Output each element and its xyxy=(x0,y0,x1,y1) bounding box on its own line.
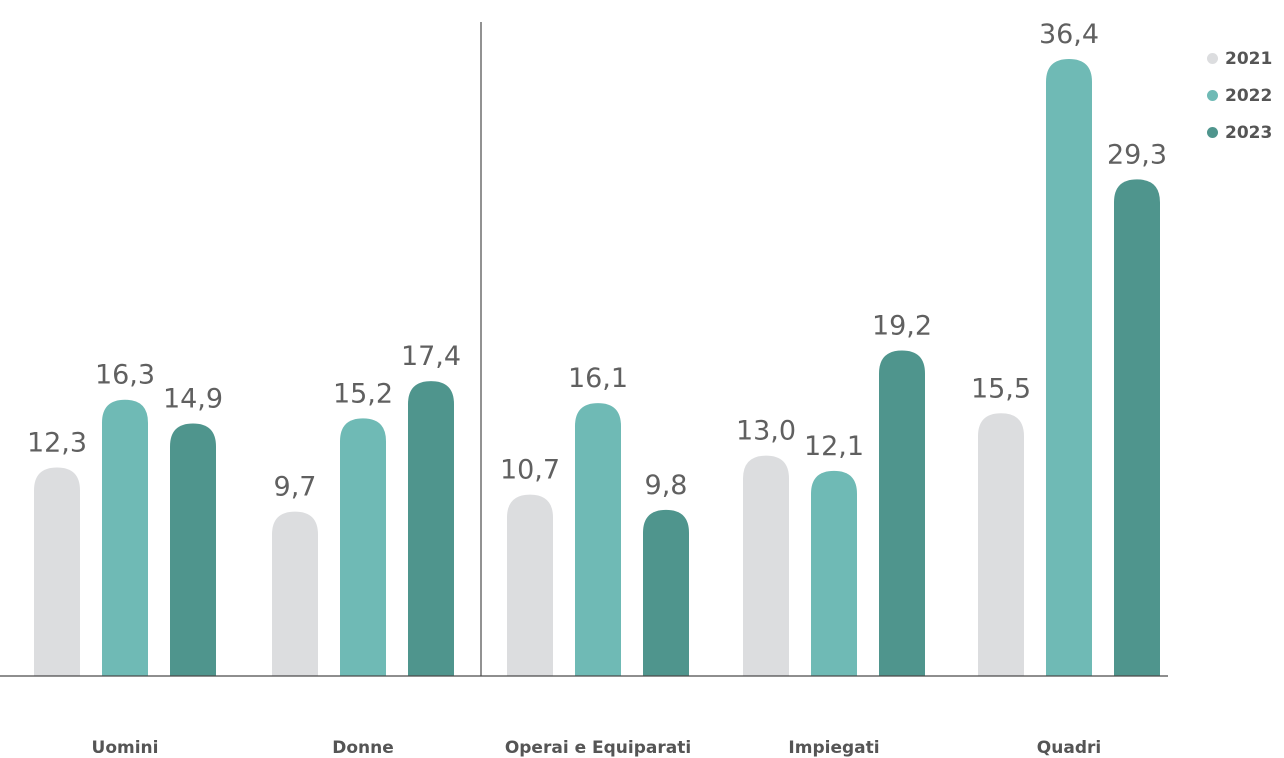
bar-uomini-2023 xyxy=(170,423,216,676)
bar-impiegati-2021 xyxy=(743,455,789,676)
legend-item-2021: 2021 xyxy=(1207,40,1284,77)
value-label-operai-e-equiparati-2021: 10,7 xyxy=(500,455,560,486)
value-label-donne-2023: 17,4 xyxy=(401,341,461,372)
legend-item-2022: 2022 xyxy=(1207,77,1284,114)
value-label-quadri-2021: 15,5 xyxy=(971,373,1031,404)
legend-item-2023: 2023 xyxy=(1207,114,1284,151)
bar-donne-2023 xyxy=(408,381,454,676)
bar-uomini-2021 xyxy=(34,467,80,676)
category-label-donne: Donne xyxy=(332,738,394,758)
value-label-impiegati-2023: 19,2 xyxy=(872,311,932,342)
bar-quadri-2023 xyxy=(1114,179,1160,677)
value-label-quadri-2023: 29,3 xyxy=(1107,139,1167,170)
bar-quadri-2022 xyxy=(1046,59,1092,676)
legend-label: 2022 xyxy=(1225,85,1273,106)
category-label-operai-e-equiparati: Operai e Equiparati xyxy=(505,738,691,758)
legend: 2021 2022 2023 xyxy=(1207,40,1284,151)
bar-donne-2021 xyxy=(272,511,318,676)
value-label-operai-e-equiparati-2022: 16,1 xyxy=(568,363,628,394)
bar-impiegati-2022 xyxy=(811,470,857,676)
bar-quadri-2021 xyxy=(978,413,1024,676)
legend-dot-icon xyxy=(1207,127,1218,138)
value-label-operai-e-equiparati-2023: 9,8 xyxy=(645,470,688,501)
bar-uomini-2022 xyxy=(102,399,148,676)
category-label-uomini: Uomini xyxy=(92,738,159,758)
value-label-uomini-2021: 12,3 xyxy=(27,428,87,459)
category-label-quadri: Quadri xyxy=(1037,738,1101,758)
value-label-donne-2021: 9,7 xyxy=(274,472,317,503)
legend-dot-icon xyxy=(1207,53,1218,64)
legend-dot-icon xyxy=(1207,90,1218,101)
value-label-uomini-2023: 14,9 xyxy=(163,383,223,414)
bar-impiegati-2023 xyxy=(879,350,925,676)
value-label-quadri-2022: 36,4 xyxy=(1039,19,1099,50)
value-label-donne-2022: 15,2 xyxy=(333,378,393,409)
legend-label: 2021 xyxy=(1225,48,1273,69)
value-label-impiegati-2021: 13,0 xyxy=(736,416,796,447)
bar-donne-2022 xyxy=(340,418,386,676)
value-label-uomini-2022: 16,3 xyxy=(95,360,155,391)
category-label-impiegati: Impiegati xyxy=(788,738,879,758)
value-label-impiegati-2022: 12,1 xyxy=(804,431,864,462)
bar-operai-e-equiparati-2023 xyxy=(643,509,689,676)
bar-operai-e-equiparati-2021 xyxy=(507,494,553,676)
bar-operai-e-equiparati-2022 xyxy=(575,403,621,676)
legend-label: 2023 xyxy=(1225,122,1273,143)
